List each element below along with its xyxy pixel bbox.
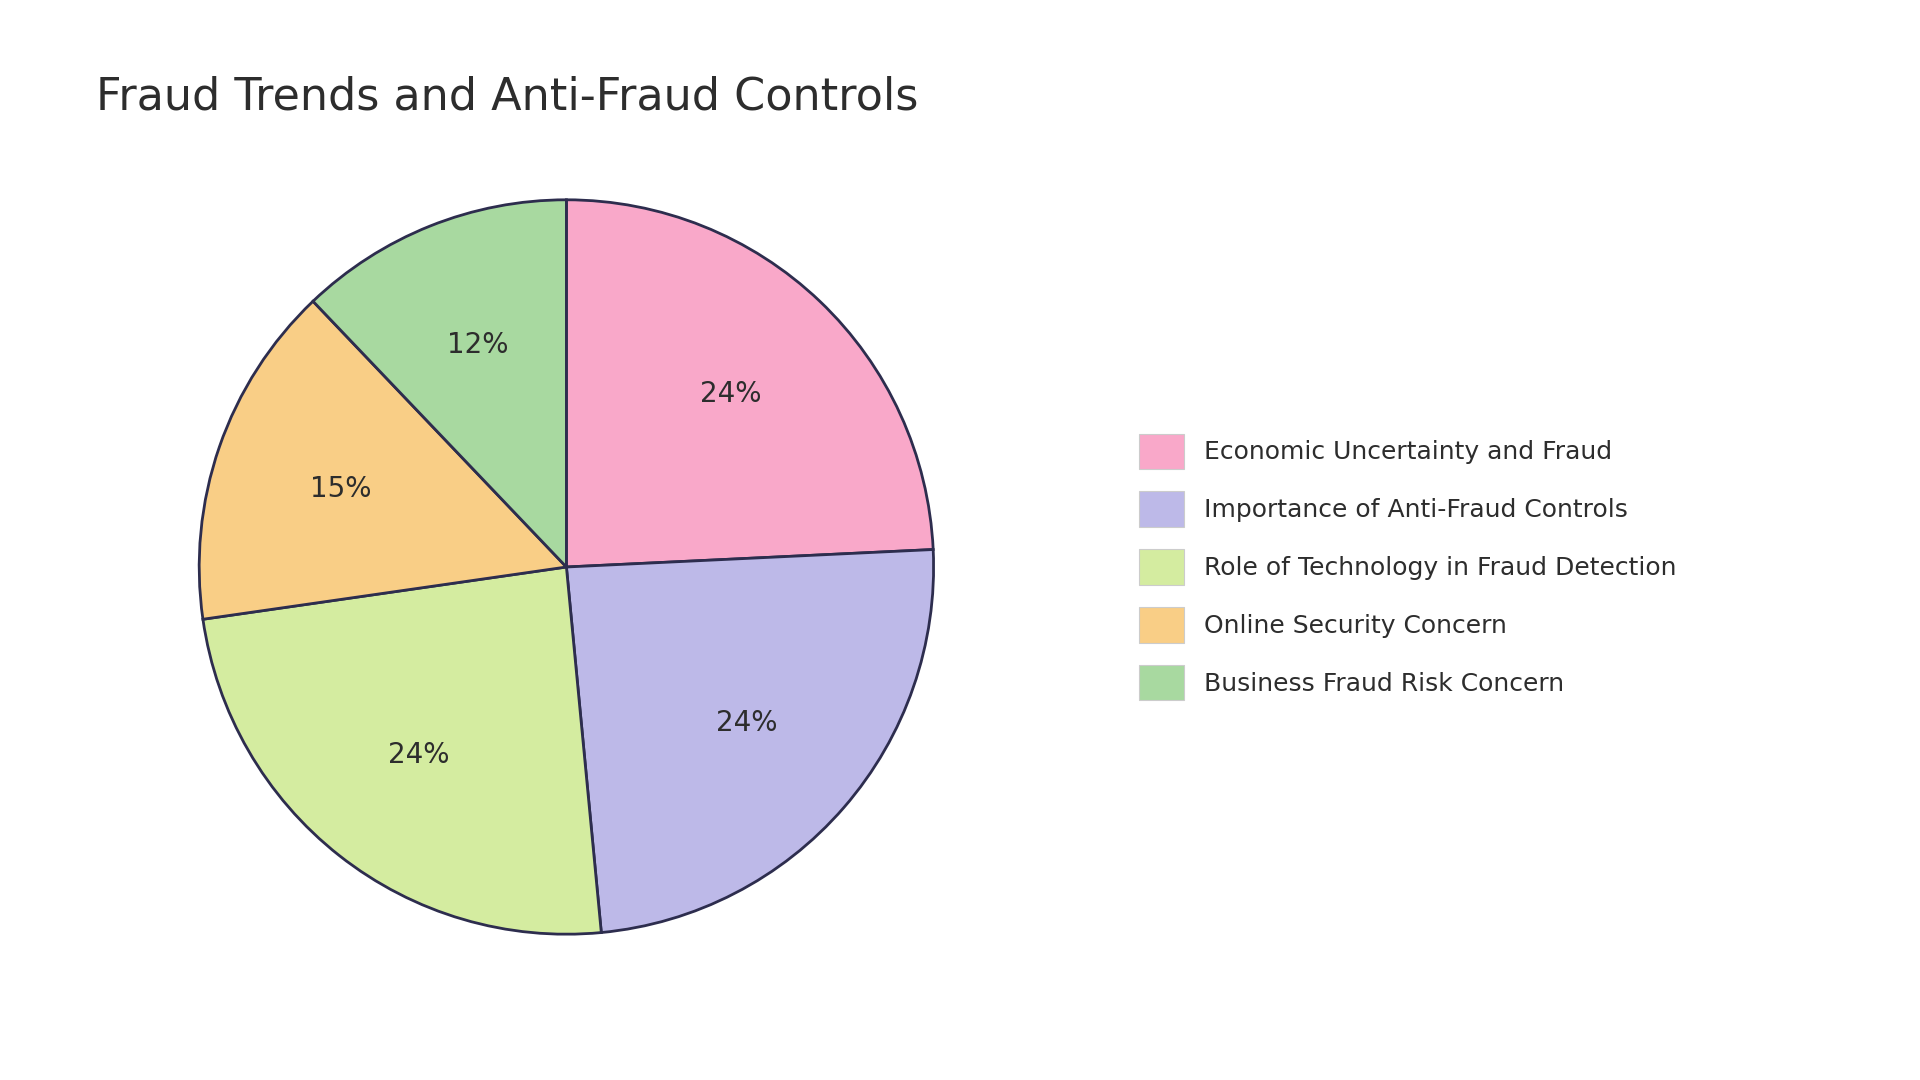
Text: 24%: 24% [388,741,449,769]
Text: 24%: 24% [701,380,762,408]
Legend: Economic Uncertainty and Fraud, Importance of Anti-Fraud Controls, Role of Techn: Economic Uncertainty and Fraud, Importan… [1127,421,1688,713]
Wedge shape [566,200,933,567]
Text: 24%: 24% [716,710,778,738]
Wedge shape [204,567,601,934]
Text: 15%: 15% [311,475,372,503]
Text: Fraud Trends and Anti-Fraud Controls: Fraud Trends and Anti-Fraud Controls [96,76,918,119]
Text: 12%: 12% [447,332,509,360]
Wedge shape [566,550,933,932]
Wedge shape [313,200,566,567]
Wedge shape [200,301,566,619]
